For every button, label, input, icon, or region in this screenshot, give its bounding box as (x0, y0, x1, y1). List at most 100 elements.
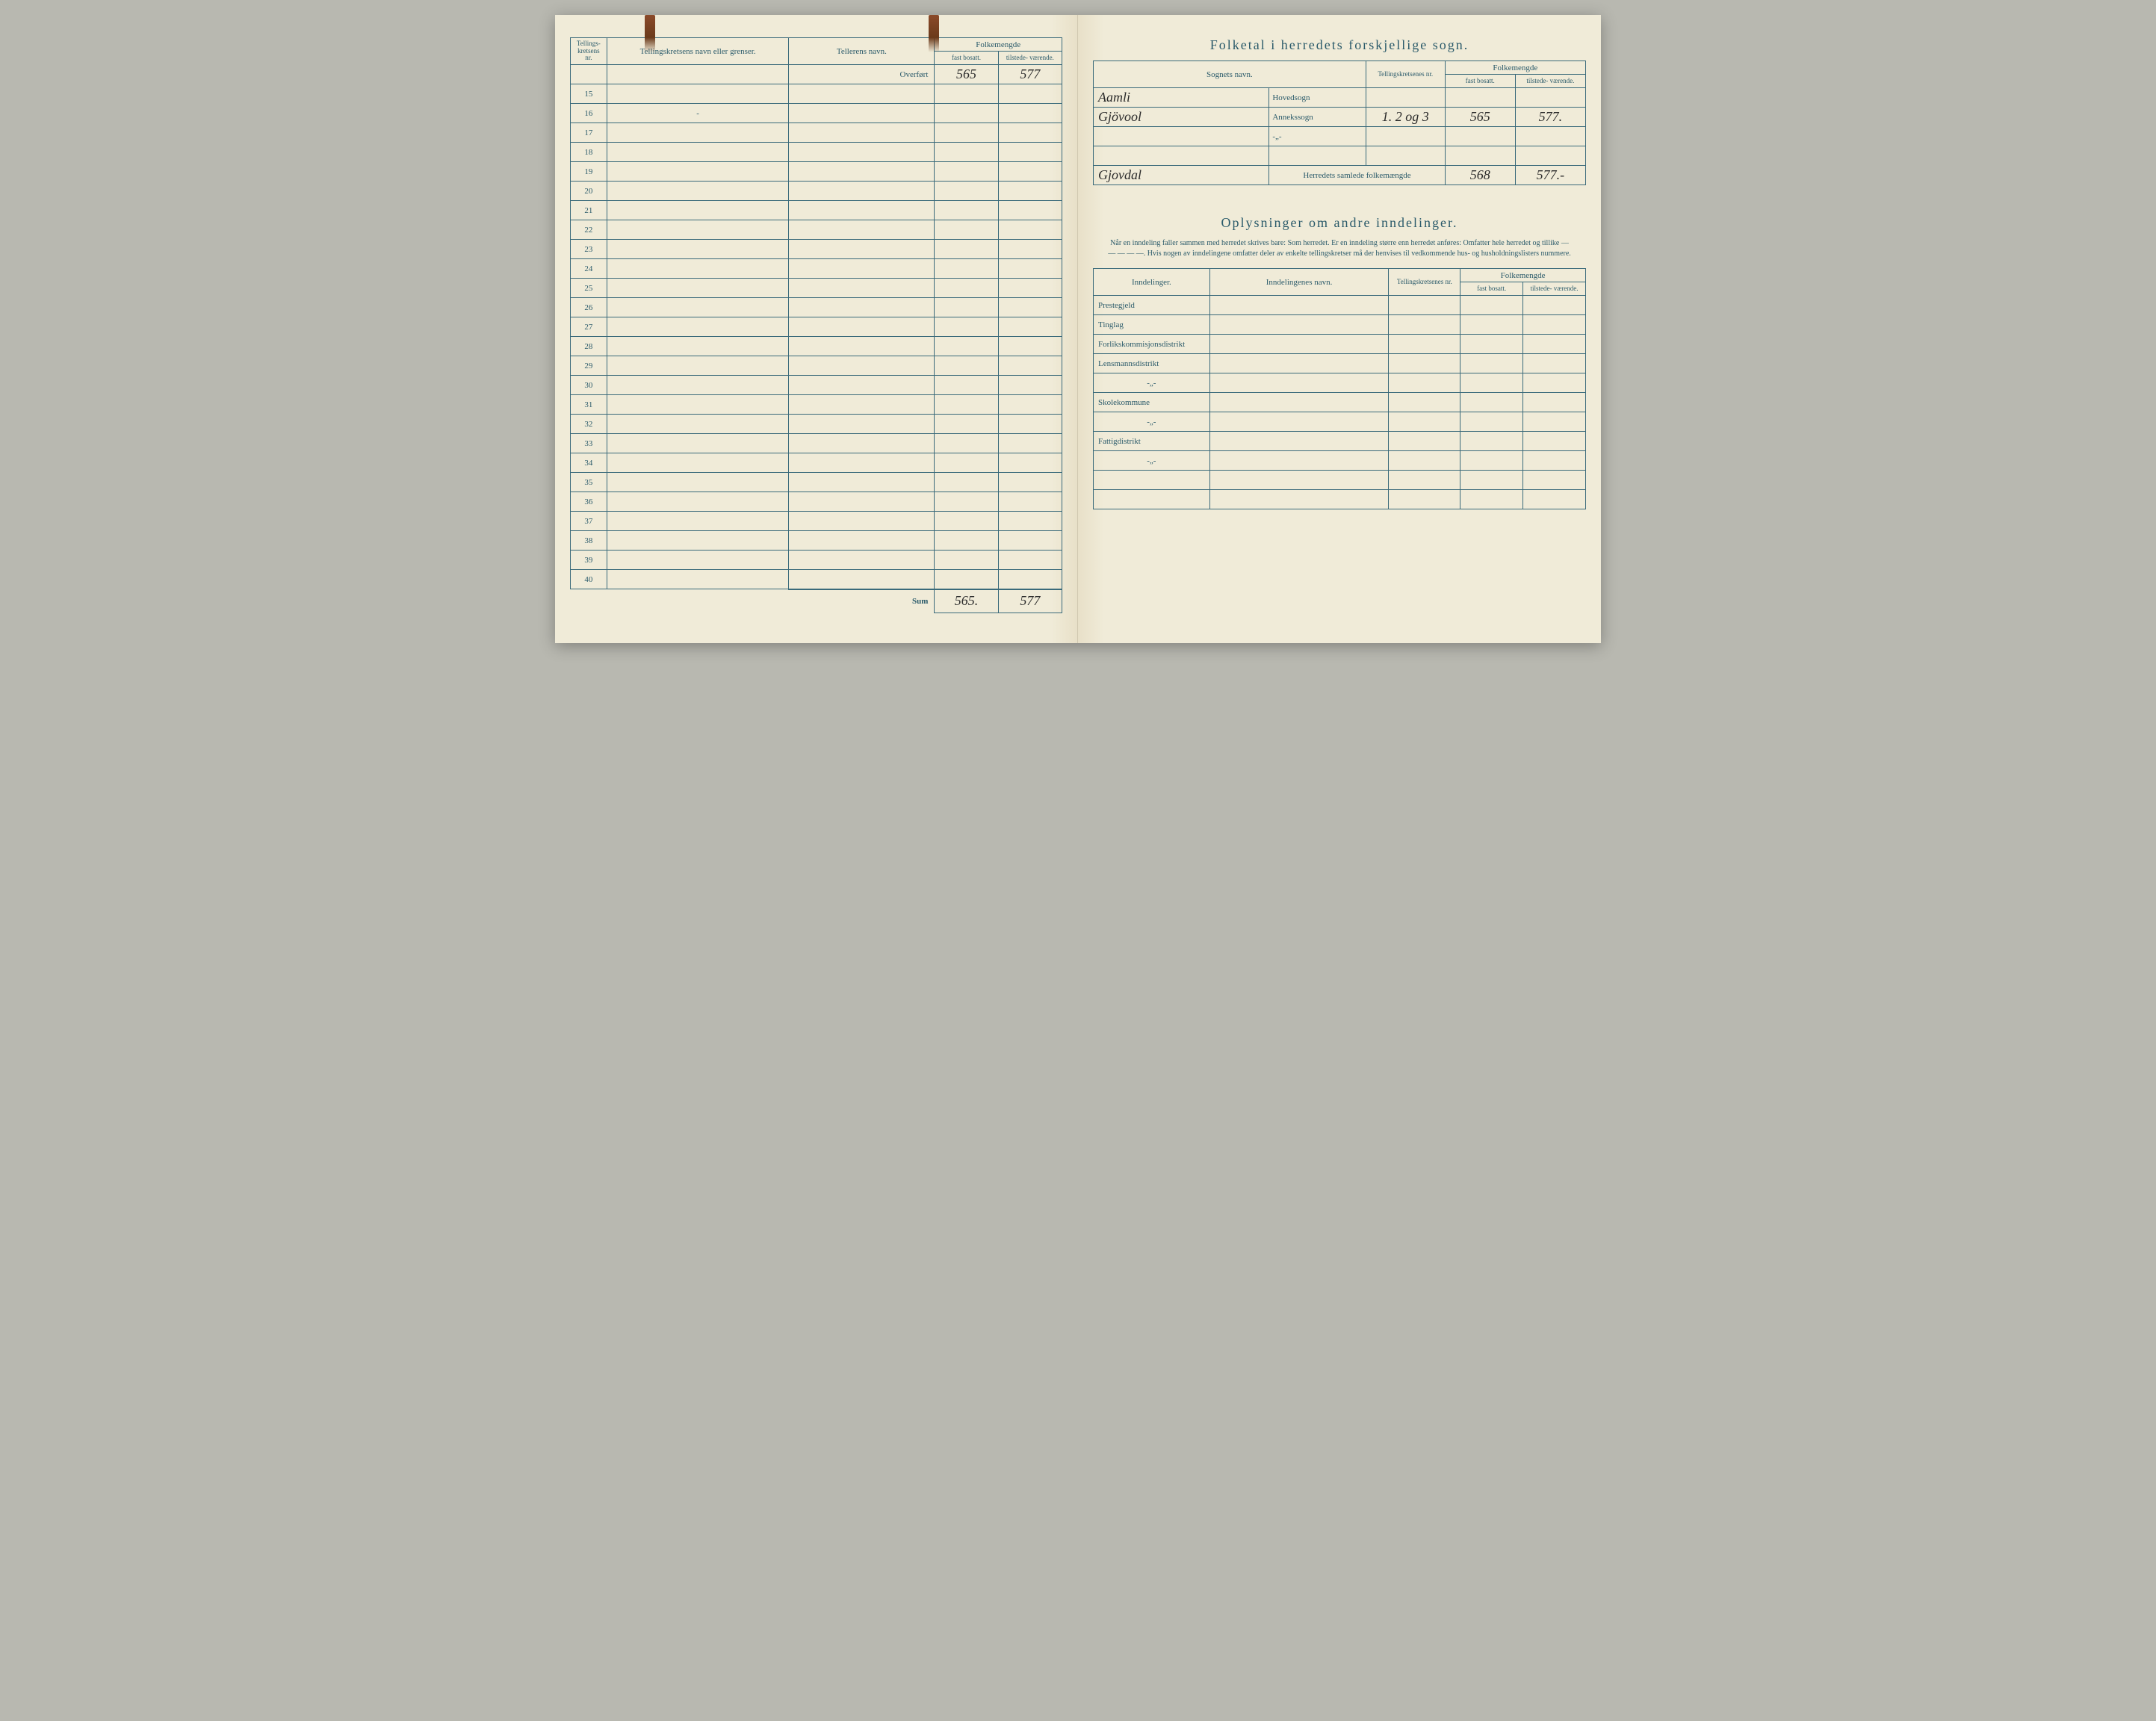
col-krets-navn: Tellingskretsens navn eller grenser. (607, 38, 789, 65)
inndeling-row: -„- (1094, 451, 1586, 471)
title-folketal: Folketal i herredets forskjellige sogn. (1093, 37, 1586, 53)
row-teller (789, 279, 935, 298)
samlede-tilstede: 577.- (1515, 166, 1585, 185)
col-fast: fast bosatt. (935, 52, 998, 65)
col-tilstede: tilstede- værende. (1515, 75, 1585, 88)
inndeling-nr (1389, 432, 1460, 451)
row-nr: 19 (571, 162, 607, 182)
row-tilstede (998, 531, 1062, 551)
sogn-nr (1366, 127, 1445, 146)
inndeling-label: -„- (1094, 451, 1210, 471)
row-fast (935, 220, 998, 240)
row-tilstede (998, 415, 1062, 434)
row-tilstede (998, 143, 1062, 162)
inndeling-tilstede (1523, 451, 1586, 471)
inndeling-fast (1460, 432, 1523, 451)
row-tilstede (998, 434, 1062, 453)
inndeling-navn (1209, 490, 1389, 509)
row-teller (789, 531, 935, 551)
table-row: 32 (571, 415, 1062, 434)
row-name (607, 512, 789, 531)
row-fast (935, 531, 998, 551)
inndeling-row: Tinglag (1094, 315, 1586, 335)
row-fast (935, 551, 998, 570)
row-nr: 39 (571, 551, 607, 570)
inndeling-nr (1389, 393, 1460, 412)
row-nr: 33 (571, 434, 607, 453)
row-teller (789, 473, 935, 492)
sum-tilstede: 577 (998, 589, 1062, 613)
table-row: 23 (571, 240, 1062, 259)
inndeling-navn (1209, 354, 1389, 373)
table-row: 29 (571, 356, 1062, 376)
row-fast (935, 317, 998, 337)
sogn-tilstede: 577. (1515, 108, 1585, 127)
inndeling-table: Inndelinger. Inndelingenes navn. Telling… (1093, 268, 1586, 509)
samlede-row: Gjovdal Herredets samlede folkemængde 56… (1094, 166, 1586, 185)
inndeling-label: -„- (1094, 373, 1210, 393)
inndeling-label (1094, 490, 1210, 509)
left-table: Tellings- kretsens nr. Tellingskretsens … (570, 37, 1062, 613)
inndeling-fast (1460, 412, 1523, 432)
table-row: 26 (571, 298, 1062, 317)
col-teller-navn: Tellerens navn. (789, 38, 935, 65)
row-tilstede (998, 162, 1062, 182)
row-name (607, 492, 789, 512)
sogn-nr (1366, 88, 1445, 108)
row-teller (789, 434, 935, 453)
row-teller (789, 104, 935, 123)
row-nr: 31 (571, 395, 607, 415)
title-oplysninger: Oplysninger om andre inndelinger. (1093, 215, 1586, 231)
row-tilstede (998, 473, 1062, 492)
row-name (607, 415, 789, 434)
row-teller (789, 453, 935, 473)
row-fast (935, 570, 998, 589)
col-sogn-navn: Sognets navn. (1094, 61, 1366, 88)
row-name (607, 356, 789, 376)
col-tilstede: tilstede- værende. (1523, 282, 1586, 296)
inndeling-navn (1209, 373, 1389, 393)
inndeling-row (1094, 490, 1586, 509)
sogn-type (1269, 146, 1366, 166)
row-nr: 21 (571, 201, 607, 220)
col-fast: fast bosatt. (1445, 75, 1515, 88)
overfort-tilstede: 577 (998, 65, 1062, 84)
row-name (607, 220, 789, 240)
table-row: 36 (571, 492, 1062, 512)
row-tilstede (998, 298, 1062, 317)
row-fast (935, 123, 998, 143)
inndeling-fast (1460, 354, 1523, 373)
row-teller (789, 337, 935, 356)
row-tilstede (998, 201, 1062, 220)
row-name (607, 453, 789, 473)
table-row: 25 (571, 279, 1062, 298)
row-fast (935, 434, 998, 453)
row-name (607, 240, 789, 259)
inndeling-row: Lensmannsdistrikt (1094, 354, 1586, 373)
row-tilstede (998, 551, 1062, 570)
table-row: 17 (571, 123, 1062, 143)
sogn-type: Hovedsogn (1269, 88, 1366, 108)
row-fast (935, 201, 998, 220)
inndeling-navn (1209, 315, 1389, 335)
overfort-label: Overført (789, 65, 935, 84)
overfort-fast: 565 (935, 65, 998, 84)
samlede-fast: 568 (1445, 166, 1515, 185)
row-teller (789, 492, 935, 512)
row-tilstede (998, 240, 1062, 259)
inndeling-navn (1209, 432, 1389, 451)
row-name (607, 298, 789, 317)
row-tilstede (998, 182, 1062, 201)
row-nr: 36 (571, 492, 607, 512)
col-tilstede: tilstede- værende. (998, 52, 1062, 65)
row-nr: 20 (571, 182, 607, 201)
row-name (607, 317, 789, 337)
row-teller (789, 123, 935, 143)
col-folkemengde: Folkemengde (935, 38, 1062, 52)
row-fast (935, 492, 998, 512)
sogn-fast (1445, 146, 1515, 166)
inndeling-fast (1460, 315, 1523, 335)
row-name (607, 279, 789, 298)
row-teller (789, 317, 935, 337)
col-folkemengde: Folkemengde (1460, 269, 1586, 282)
